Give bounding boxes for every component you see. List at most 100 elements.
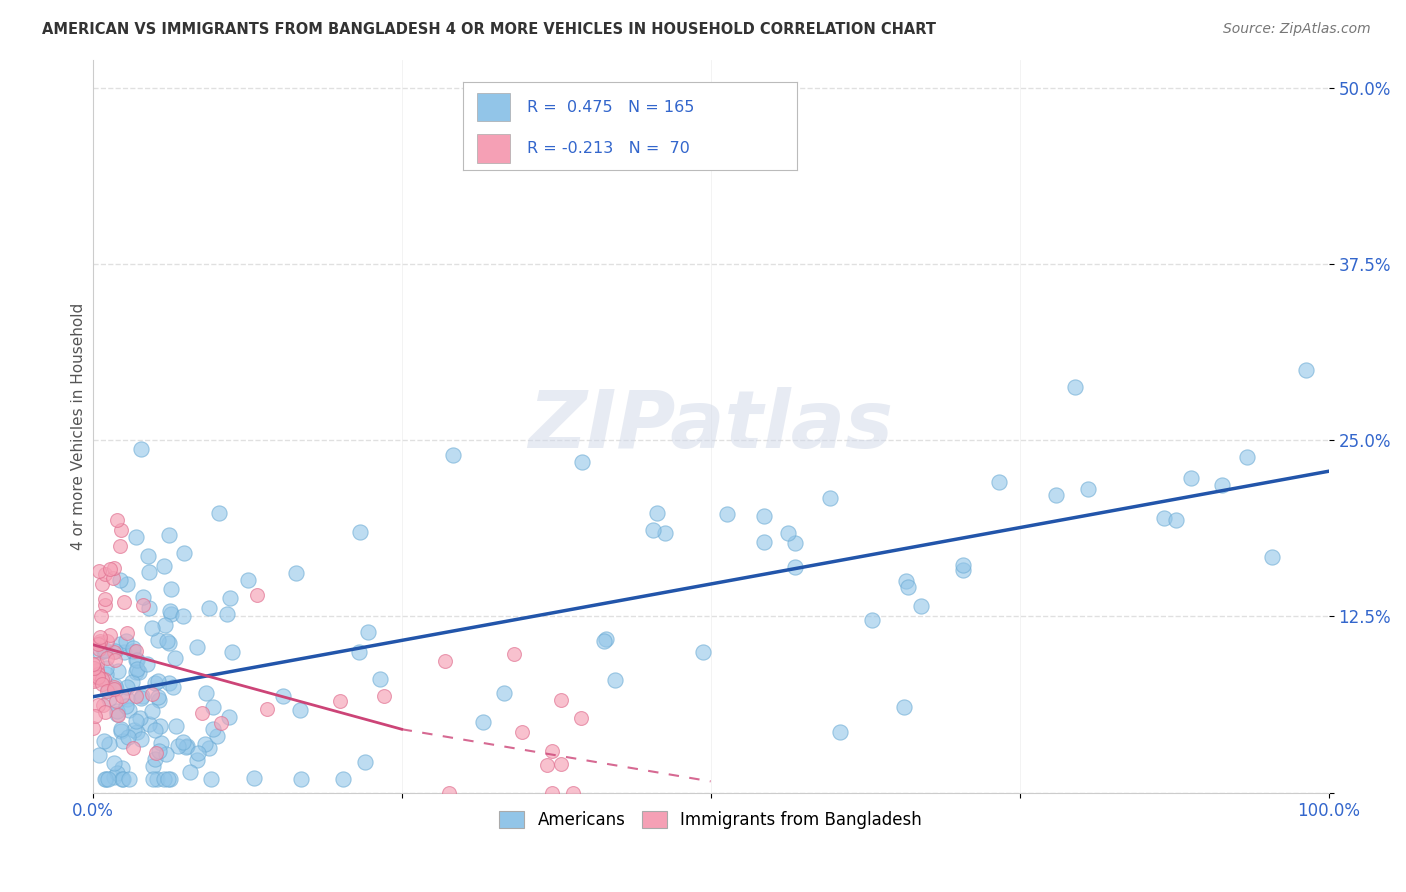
- Point: [143, 675, 166, 690]
- Point: [503, 647, 526, 661]
- Point: [716, 507, 738, 521]
- Point: [218, 710, 240, 724]
- Point: [354, 755, 377, 769]
- Point: [108, 637, 131, 651]
- Point: [121, 641, 143, 656]
- Point: [373, 689, 395, 703]
- Point: [129, 442, 152, 457]
- Point: [172, 608, 194, 623]
- Point: [110, 573, 132, 587]
- Point: [156, 772, 179, 786]
- Point: [125, 653, 148, 667]
- Point: [165, 719, 187, 733]
- Point: [87, 698, 110, 712]
- Point: [145, 772, 167, 786]
- Point: [111, 689, 134, 703]
- Point: [128, 711, 150, 725]
- Point: [117, 692, 139, 706]
- Point: [221, 645, 243, 659]
- Point: [115, 699, 138, 714]
- Point: [562, 786, 585, 800]
- Point: [441, 448, 464, 462]
- Point: [200, 772, 222, 786]
- Point: [641, 523, 664, 537]
- Point: [87, 637, 110, 651]
- Point: [201, 722, 224, 736]
- Point: [197, 601, 219, 615]
- Point: [830, 724, 852, 739]
- Point: [114, 634, 136, 648]
- Text: AMERICAN VS IMMIGRANTS FROM BANGLADESH 4 OR MORE VEHICLES IN HOUSEHOLD CORRELATI: AMERICAN VS IMMIGRANTS FROM BANGLADESH 4…: [42, 22, 936, 37]
- Point: [194, 737, 217, 751]
- Point: [510, 725, 533, 739]
- Point: [218, 591, 240, 605]
- Point: [103, 561, 125, 575]
- Point: [103, 681, 125, 696]
- Point: [149, 719, 172, 733]
- Point: [145, 752, 167, 766]
- Point: [243, 771, 266, 785]
- Point: [84, 673, 107, 687]
- Point: [86, 663, 108, 677]
- Point: [132, 599, 155, 613]
- Point: [110, 523, 132, 537]
- Point: [569, 711, 592, 725]
- Point: [952, 558, 974, 573]
- Point: [125, 653, 148, 667]
- Point: [117, 772, 139, 786]
- Point: [125, 662, 148, 676]
- Point: [205, 729, 228, 743]
- Point: [87, 747, 110, 762]
- Point: [125, 689, 148, 703]
- Point: [148, 744, 170, 758]
- Point: [187, 747, 209, 761]
- Point: [541, 744, 564, 758]
- Point: [87, 641, 110, 656]
- Point: [157, 636, 180, 650]
- Point: [1077, 483, 1099, 497]
- Point: [84, 708, 107, 723]
- Point: [101, 571, 124, 585]
- Point: [86, 657, 108, 671]
- Point: [215, 607, 238, 621]
- Point: [285, 566, 308, 580]
- Point: [110, 724, 132, 739]
- Point: [159, 772, 181, 786]
- Point: [107, 707, 129, 722]
- Point: [96, 650, 118, 665]
- Point: [145, 746, 167, 760]
- Point: [103, 770, 125, 784]
- Point: [776, 525, 799, 540]
- Point: [131, 689, 153, 703]
- Point: [155, 747, 177, 761]
- Point: [592, 633, 614, 648]
- Point: [191, 706, 214, 720]
- Point: [492, 686, 515, 700]
- Point: [128, 665, 150, 680]
- Point: [115, 680, 138, 694]
- Point: [1236, 450, 1258, 464]
- Point: [176, 739, 198, 754]
- Point: [862, 613, 884, 627]
- Point: [94, 772, 117, 786]
- Point: [186, 753, 208, 767]
- Point: [166, 739, 188, 753]
- Point: [97, 772, 120, 786]
- Point: [540, 786, 562, 800]
- Point: [84, 670, 107, 684]
- Point: [105, 704, 128, 718]
- Point: [129, 690, 152, 705]
- Point: [173, 545, 195, 559]
- Point: [125, 724, 148, 739]
- Point: [172, 735, 194, 749]
- Point: [107, 706, 129, 721]
- Point: [157, 528, 180, 542]
- Point: [349, 645, 371, 659]
- Point: [818, 491, 841, 505]
- Point: [1153, 511, 1175, 525]
- Point: [103, 756, 125, 771]
- Point: [94, 667, 117, 681]
- Point: [111, 761, 134, 775]
- Point: [208, 506, 231, 520]
- Point: [125, 644, 148, 658]
